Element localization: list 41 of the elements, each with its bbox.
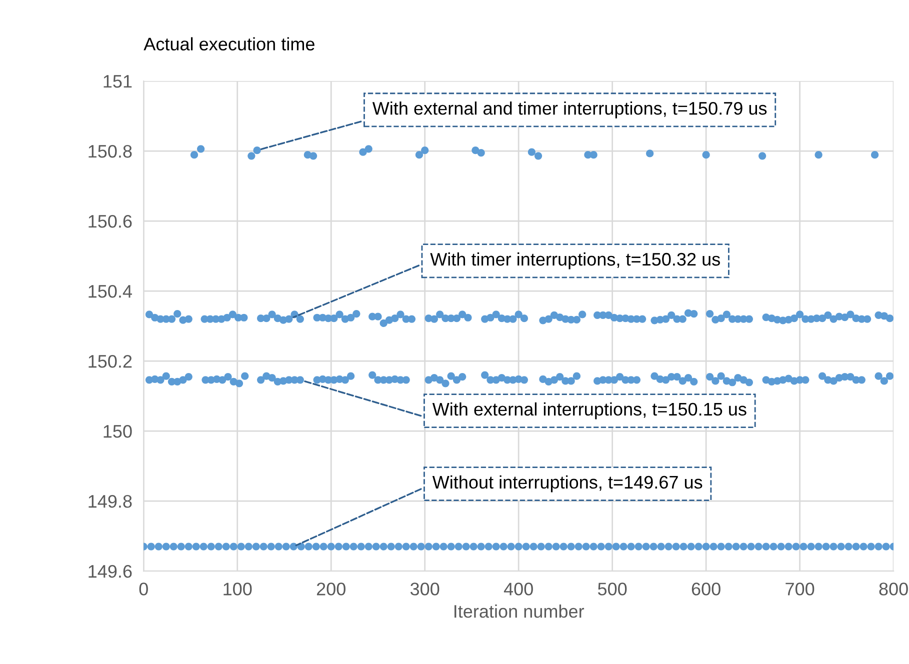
y-tick-label: 151 — [104, 75, 132, 88]
annotation: Without interruptions, t=149.67 us — [432, 475, 702, 492]
x-tick-label: 700 — [786, 582, 814, 596]
y-tick-label: 150.6 — [88, 214, 132, 228]
point — [528, 148, 536, 156]
point — [477, 148, 485, 157]
point — [758, 152, 766, 160]
point — [646, 150, 654, 158]
x-tick-label: 200 — [316, 582, 346, 596]
point — [870, 151, 879, 159]
point — [421, 146, 429, 154]
x-tick-label: 600 — [692, 582, 720, 596]
point — [415, 151, 424, 159]
y-axis-title: Actual execution time — [144, 37, 314, 50]
x-tick-label: 300 — [410, 582, 440, 596]
y-tick-label: 150.4 — [88, 284, 132, 298]
point — [248, 152, 256, 160]
x-tick-label: 500 — [598, 582, 627, 596]
point — [359, 148, 367, 156]
annotation: With timer interruptions, t=150.32 us — [430, 252, 720, 270]
x-tick-label: 100 — [224, 582, 252, 596]
point — [309, 152, 318, 160]
point — [190, 151, 198, 159]
point — [702, 151, 710, 159]
annotation: With external and timer interruptions, t=150.79 us — [372, 102, 767, 118]
y-tick-label: 149.8 — [88, 494, 132, 508]
point — [364, 145, 372, 153]
y-tick-label: 149.6 — [88, 564, 132, 578]
y-tick-label: 150.8 — [88, 144, 132, 158]
x-tick-label: 800 — [879, 582, 908, 596]
point — [814, 151, 822, 159]
point — [253, 146, 261, 154]
point — [197, 145, 205, 153]
x-tick-label: 0 — [139, 582, 148, 596]
x-tick-label: 400 — [504, 582, 533, 596]
annotation: With external interruptions, t=150.15 us — [432, 402, 746, 420]
point — [534, 152, 542, 160]
y-tick-label: 150.2 — [88, 354, 132, 368]
point — [590, 151, 598, 159]
x-axis-title: Iteration number — [454, 604, 584, 618]
y-tick-label: 150 — [104, 424, 132, 438]
